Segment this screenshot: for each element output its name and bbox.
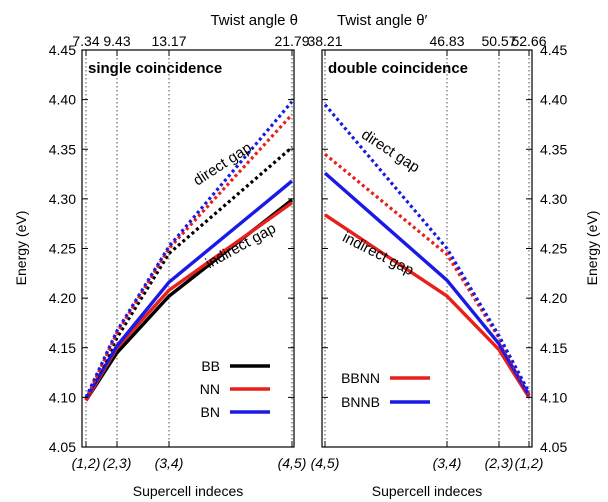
legend-label-left-0: BB [201, 358, 220, 374]
top-tick-label-right-0: 38.21 [307, 33, 342, 49]
x-tick-label-left-2: (3,4) [155, 455, 184, 471]
x-tick-label-right-1: (3,4) [433, 455, 462, 471]
legend-label-left-1: NN [200, 381, 220, 397]
legend-label-left-2: BN [201, 404, 220, 420]
y-tick-label-left-2: 4.15 [49, 340, 76, 356]
panel-single-coincidence: 4.05 4.10 4.15 4.20 4.25 4.30 4.35 4.40 4.45 (1,… [13, 12, 310, 499]
y-tick-label-right-8: 4.45 [540, 42, 567, 58]
series-right [323, 103, 531, 399]
series-line-right-bbnn-indirect [324, 213, 531, 399]
x-axis-bottom-right: (4,5) (3,4) (2,3) (1,2) [311, 441, 544, 471]
panel-title-left: single coincidence [88, 60, 222, 77]
y-axis-label-right: Energy (eV) [584, 211, 600, 286]
y-tick-label-left-3: 4.20 [49, 290, 76, 306]
y-tick-label-left-4: 4.25 [49, 241, 76, 257]
y-tick-label-right-4: 4.25 [540, 241, 567, 257]
y-tick-label-right-0: 4.05 [540, 439, 567, 455]
top-axis-label-left: Twist angle θ [210, 12, 298, 29]
legend-label-right-0: BBNN [341, 370, 380, 386]
y-tick-label-right-6: 4.35 [540, 141, 567, 157]
y-axis-left: 4.05 4.10 4.15 4.20 4.25 4.30 4.35 4.40 4.45 [49, 42, 294, 455]
series-left [84, 100, 294, 402]
legend-label-right-1: BNNB [341, 394, 380, 410]
top-tick-label-left-3: 21.79 [274, 33, 309, 49]
series-line-left-bb-direct [84, 146, 294, 401]
series-line-left-bn-direct [84, 100, 294, 399]
series-line-right-bbnn-direct [323, 152, 531, 396]
panel-double-coincidence: 4.05 4.10 4.15 4.20 4.25 4.30 4.35 4.40 4.45 (4,… [307, 12, 600, 499]
top-tick-label-right-3: 52.66 [511, 33, 546, 49]
annotation-direct-gap-right: direct gap [358, 126, 423, 176]
top-axis-label-right: Twist angle θ′ [337, 12, 428, 29]
x-axis-bottom-left: (1,2) (2,3) (3,4) (4,5) [72, 441, 307, 471]
y-tick-label-left-5: 4.30 [49, 191, 76, 207]
x-tick-label-left-1: (2,3) [103, 455, 132, 471]
top-tick-label-left-2: 13.17 [151, 33, 186, 49]
top-tick-label-right-2: 50.57 [481, 33, 516, 49]
y-tick-label-left-0: 4.05 [49, 439, 76, 455]
y-tick-label-right-2: 4.15 [540, 340, 567, 356]
x-tick-label-left-3: (4,5) [278, 455, 307, 471]
y-tick-label-left-6: 4.35 [49, 141, 76, 157]
y-tick-label-left-1: 4.10 [49, 389, 76, 405]
x-tick-label-left-0: (1,2) [72, 455, 101, 471]
top-tick-label-left-1: 9.43 [103, 33, 130, 49]
y-tick-label-left-8: 4.45 [49, 42, 76, 58]
series-line-left-nn-direct [84, 113, 294, 401]
y-tick-label-right-3: 4.20 [540, 290, 567, 306]
annotation-direct-gap-left: direct gap [190, 139, 255, 189]
legend-right: BBNN BNNB [341, 370, 430, 410]
x-axis-label-left: Supercell indeces [133, 483, 244, 499]
y-tick-label-right-5: 4.30 [540, 191, 567, 207]
x-tick-label-right-0: (4,5) [311, 455, 340, 471]
top-tick-label-right-1: 46.83 [429, 33, 464, 49]
y-tick-label-right-7: 4.40 [540, 92, 567, 108]
x-axis-top-left: 7.34 9.43 13.17 21.79 [72, 33, 310, 56]
annotation-indirect-gap-right: indirect gap [340, 229, 417, 279]
top-tick-label-left-0: 7.34 [72, 33, 99, 49]
series-line-right-bnnb-indirect [323, 171, 531, 397]
y-axis-right: 4.05 4.10 4.15 4.20 4.25 4.30 4.35 4.40 4.45 [322, 42, 567, 455]
x-tick-label-right-3: (1,2) [515, 455, 544, 471]
legend-left: BB NN BN [200, 358, 270, 420]
y-tick-label-right-1: 4.10 [540, 389, 567, 405]
x-tick-label-right-2: (2,3) [485, 455, 514, 471]
panel-title-right: double coincidence [328, 60, 468, 77]
y-tick-label-left-7: 4.40 [49, 92, 76, 108]
y-axis-label-left: Energy (eV) [13, 211, 29, 286]
x-axis-label-right: Supercell indeces [372, 483, 483, 499]
